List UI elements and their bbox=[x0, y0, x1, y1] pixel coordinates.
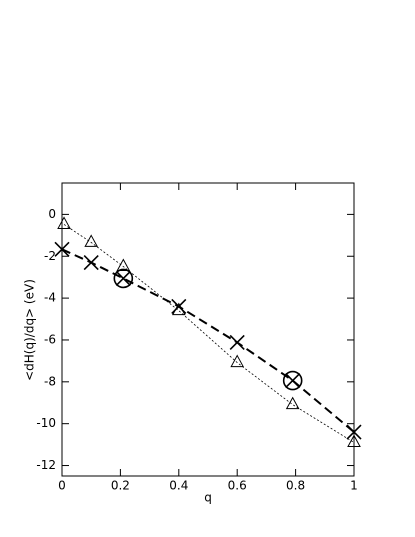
y-tick-label: -12 bbox=[36, 458, 56, 472]
marker bbox=[282, 370, 303, 391]
x-tick-label: 0 bbox=[58, 479, 66, 493]
x-tick-label: 0.6 bbox=[228, 479, 247, 493]
marker bbox=[230, 354, 245, 368]
marker bbox=[116, 258, 131, 272]
marker bbox=[346, 424, 362, 440]
marker bbox=[54, 241, 70, 257]
marker bbox=[347, 434, 361, 448]
marker bbox=[113, 268, 134, 289]
x-tick-label: 0.2 bbox=[111, 479, 130, 493]
y-tick-label: -8 bbox=[44, 374, 56, 388]
plot-frame bbox=[61, 182, 355, 477]
marker bbox=[285, 373, 301, 389]
marker bbox=[115, 270, 131, 286]
marker bbox=[84, 234, 99, 247]
marker bbox=[171, 298, 187, 315]
y-tick-label: -2 bbox=[44, 249, 56, 263]
y-tick-label: -10 bbox=[36, 416, 56, 430]
marker bbox=[171, 302, 186, 316]
y-tick-label: -6 bbox=[44, 332, 56, 346]
y-tick-label: 0 bbox=[48, 207, 56, 221]
y-tick-label: -4 bbox=[44, 291, 56, 305]
series-line bbox=[61, 248, 355, 433]
x-axis-label: q bbox=[204, 491, 212, 505]
y-axis-label: <dH(q)/dq> (eV) bbox=[23, 279, 37, 381]
marker bbox=[229, 334, 245, 351]
x-tick-label: 1 bbox=[350, 479, 358, 493]
marker bbox=[285, 396, 300, 410]
series-line bbox=[63, 224, 355, 443]
x-tick-label: 0.8 bbox=[286, 479, 305, 493]
x-tick-label: 0.4 bbox=[169, 479, 188, 493]
marker bbox=[83, 254, 99, 271]
marker bbox=[57, 216, 71, 229]
